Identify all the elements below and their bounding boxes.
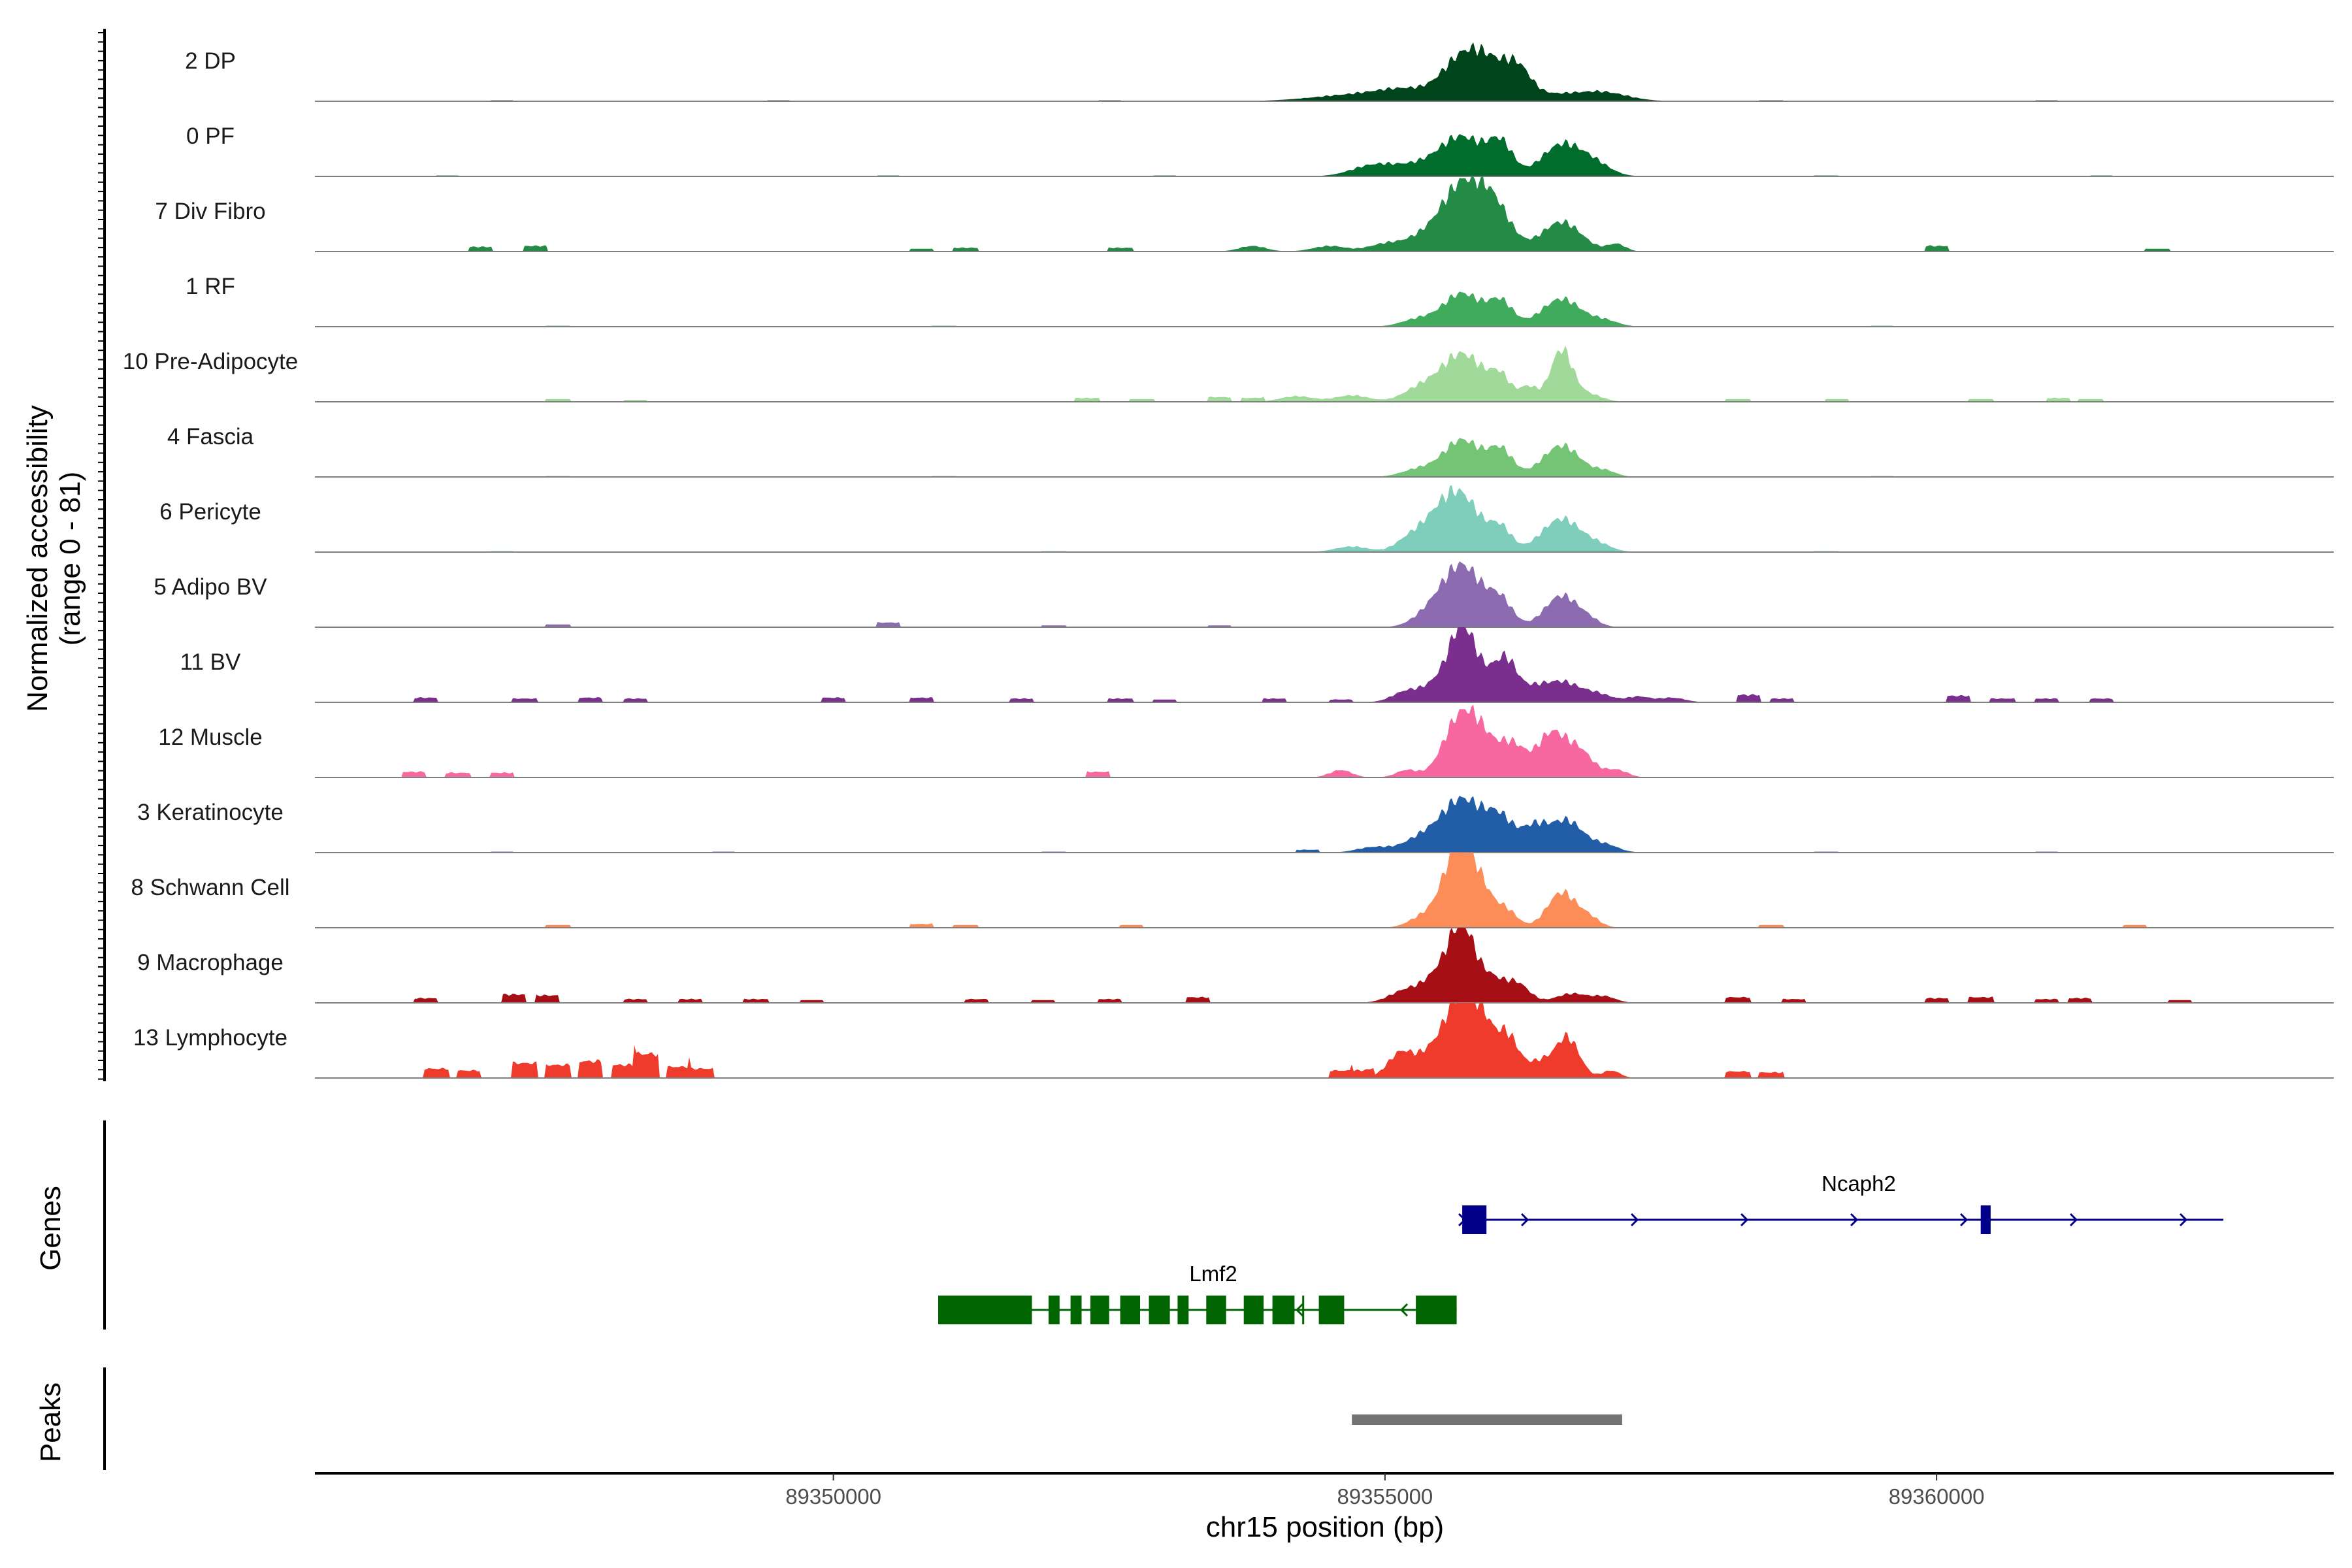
y-axis-title-line1: Normalized accessibility (22, 405, 54, 711)
track-12-muscle: 12 Muscle (158, 704, 2334, 778)
strand-arrow (1631, 1213, 1639, 1227)
track-4-fascia: 4 Fascia (167, 424, 2334, 478)
track-label: 3 Keratinocyte (137, 800, 284, 825)
coverage-tracks: 2 DP 0 PF 7 Div Fibro 1 RF 10 Pre-Adipocyte 4… (123, 42, 2334, 1079)
gene-exon (1302, 1296, 1305, 1324)
track-11-bv: 11 BV (180, 627, 2334, 703)
track-label: 4 Fascia (167, 424, 254, 449)
track-area (315, 485, 2334, 552)
track-label: 8 Schwann Cell (131, 875, 289, 900)
x-tick-label: 89350000 (785, 1484, 881, 1509)
track-area (315, 704, 2334, 777)
y-axis-title-line2: (range 0 - 81) (54, 472, 86, 646)
peak-track (1352, 1414, 1622, 1425)
track-area (315, 438, 2334, 477)
track-5-adipo-bv: 5 Adipo BV (154, 561, 2334, 628)
peaks-axis-title: Peaks (35, 1382, 67, 1462)
track-area (315, 795, 2334, 853)
track-2-dp: 2 DP (185, 42, 2334, 102)
track-area (315, 291, 2334, 327)
gene-exon (1206, 1296, 1226, 1324)
strand-arrow (1740, 1213, 1749, 1227)
strand-arrow (2180, 1213, 2188, 1227)
strand-arrow (1295, 1303, 1304, 1317)
track-area (315, 928, 2334, 1003)
genes-axis-title: Genes (35, 1186, 67, 1271)
track-label: 11 BV (180, 649, 241, 675)
strand-arrow (1399, 1303, 1409, 1317)
track-0-pf: 0 PF (186, 123, 2334, 177)
gene-exon (1177, 1296, 1189, 1324)
track-6-pericyte: 6 Pericyte (159, 485, 2334, 553)
strand-arrow (2070, 1213, 2078, 1227)
strand-arrow (1960, 1213, 1968, 1227)
track-label: 13 Lymphocyte (133, 1025, 287, 1051)
track-area (315, 134, 2334, 176)
track-label: 5 Adipo BV (154, 574, 267, 600)
x-tick-label: 89360000 (1889, 1484, 1985, 1509)
gene-lmf2: Lmf2 (938, 1262, 1457, 1324)
track-7-div-fibro: 7 Div Fibro (155, 176, 2334, 252)
x-axis-title: chr15 position (bp) (1206, 1511, 1444, 1543)
gene-exon (1090, 1296, 1109, 1324)
track-label: 7 Div Fibro (155, 199, 265, 224)
track-1-rf: 1 RF (186, 274, 2334, 327)
gene-exon (1243, 1296, 1264, 1324)
gene-exon (1416, 1296, 1457, 1324)
track-label: 2 DP (185, 48, 236, 74)
x-axis: 89350000 89355000 89360000 (315, 1472, 2334, 1509)
track-label: 0 PF (186, 123, 235, 149)
gene-exon (1272, 1296, 1295, 1324)
strand-arrow (1850, 1213, 1859, 1227)
x-tick-label: 89355000 (1337, 1484, 1433, 1509)
strand-arrow (1521, 1213, 1529, 1227)
gene-exon (1070, 1296, 1082, 1324)
track-13-lymphocyte: 13 Lymphocyte (133, 1003, 2334, 1079)
track-area (315, 176, 2334, 252)
track-label: 6 Pericyte (159, 499, 261, 525)
gene-exon (1318, 1296, 1345, 1324)
gene-exon (1120, 1296, 1140, 1324)
gene-exon (1048, 1296, 1060, 1324)
gene-exon (1149, 1296, 1170, 1324)
gene-exon (1980, 1205, 1991, 1234)
track-area (315, 627, 2334, 702)
track-label: 9 Macrophage (137, 950, 284, 975)
y-axis (98, 29, 106, 1470)
track-label: 1 RF (186, 274, 235, 299)
track-area (315, 853, 2334, 928)
gene-track: Ncaph2 Lmf2 (938, 1171, 2224, 1324)
track-10-pre-adipocyte: 10 Pre-Adipocyte (123, 346, 2334, 402)
track-8-schwann-cell: 8 Schwann Cell (131, 853, 2334, 928)
track-label: 12 Muscle (158, 725, 263, 750)
gene-exon (938, 1296, 1032, 1324)
gene-exon (1462, 1205, 1487, 1234)
peak-region (1352, 1414, 1622, 1425)
track-area (315, 561, 2334, 627)
track-area (315, 42, 2334, 101)
track-area (315, 1003, 2334, 1078)
gene-ncaph2: Ncaph2 (1458, 1171, 2224, 1234)
track-9-macrophage: 9 Macrophage (137, 928, 2334, 1004)
track-label: 10 Pre-Adipocyte (123, 349, 298, 374)
track-3-keratinocyte: 3 Keratinocyte (137, 795, 2334, 853)
gene-label: Ncaph2 (1821, 1171, 1896, 1196)
gene-label: Lmf2 (1189, 1262, 1237, 1286)
track-area (315, 346, 2334, 402)
